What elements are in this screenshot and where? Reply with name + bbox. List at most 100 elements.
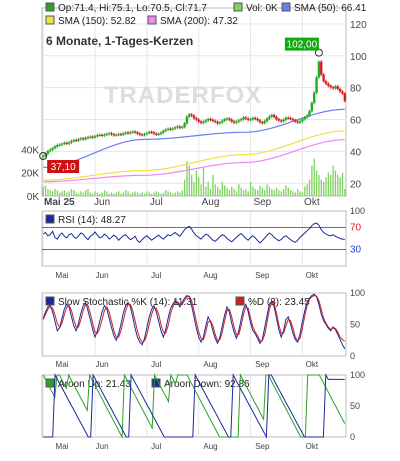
candle-body [303,117,306,120]
candle-body [272,115,276,117]
volume-bar [188,165,190,196]
volume-bar [61,191,63,196]
legend-label: SMA (200): 47.32 [160,16,238,27]
candle-body [84,138,87,140]
volume-bar [54,189,56,196]
volume-bar [278,190,280,196]
candle-body [254,117,257,119]
candle-body [235,121,238,123]
candle-body [216,121,219,124]
candle-body [320,61,323,75]
candle-body [341,91,344,94]
volume-bar [327,172,330,196]
volume-bar [169,192,172,196]
chart-title: 6 Monate, 1-Tages-Kerzen [46,34,193,48]
volume-bar [66,192,68,196]
volume-bar [96,192,99,196]
volume-bar [63,190,66,196]
candle-body [133,131,137,133]
volume-bar [115,192,117,196]
watermark: TRADERFOX [104,82,262,109]
candle-body [91,136,94,138]
volume-bar [160,193,162,196]
legend-swatch [147,15,157,25]
indicator-x-label: Mai [56,442,69,451]
volume-bar [120,193,122,196]
candle-body [249,119,252,121]
legend-swatch [233,2,243,12]
volume-bar [202,168,205,196]
candle-body [251,117,255,120]
x-axis-label: Aug [202,197,220,208]
indicator-legend-label: Aroon Down: 92.86 [164,379,250,390]
price-tick-label: 40 [350,147,362,158]
candle-body [261,122,264,124]
volume-bar [52,191,54,196]
indicator-legend-swatch [235,296,245,306]
candle-body [53,146,57,149]
volume-bar [200,184,202,196]
volume-bar [84,190,87,196]
candle-body [41,156,45,158]
candle-body [51,148,54,150]
volume-bar [198,177,200,196]
volume-bar [89,192,92,196]
volume-bar [49,190,51,196]
candle-body [343,93,347,101]
volume-bar [341,172,344,196]
indicator-x-label: Jun [96,271,109,280]
indicator-x-label: Okt [306,360,319,369]
volume-bar [290,190,292,196]
volume-bar [113,193,115,196]
candle-body [247,118,250,120]
candle-body [294,120,297,122]
volume-bar [301,192,304,196]
volume-bar [68,191,70,196]
candle-body [126,132,130,134]
volume-bar [287,187,289,196]
candle-body [65,142,68,144]
volume-bar [320,179,322,196]
volume-bar [158,192,160,196]
volume-bar [44,185,47,196]
volume-bar [75,192,77,196]
candle-body [338,88,342,92]
candle-body [197,119,200,122]
candle-body [291,119,295,121]
price-tick-label: 80 [350,84,362,95]
volume-bar [101,192,103,196]
candle-body [206,119,210,121]
x-axis-label: Jun [94,197,110,208]
volume-bar [245,189,247,196]
volume-bar [125,190,127,196]
candle-body [100,134,104,136]
volume-bar [261,187,264,196]
candle-body [218,122,222,124]
indicator-tick-label: 0 [350,432,355,442]
candle-body [211,119,215,121]
legend-label: SMA (150): 52.82 [58,16,136,27]
candle-body [157,133,160,135]
candle-body [336,86,339,89]
indicator-x-label: Sep [255,442,270,451]
candle-body [289,118,292,120]
legend-swatch [45,15,55,25]
volume-bar [219,189,221,196]
candle-body [277,119,281,121]
volume-bar [240,187,242,196]
price-tick-label: 20 [350,179,362,190]
volume-tick-label: 0K [27,192,40,203]
volume-bar [110,192,113,196]
volume-bar [292,191,294,196]
candle-body [204,120,207,122]
volume-bar [259,185,261,196]
volume-bar [77,193,80,196]
volume-bar [221,182,223,196]
volume-bar [80,191,82,196]
volume-bar [233,189,235,196]
volume-bar [254,189,256,196]
candle-body [308,111,311,116]
volume-bar [304,186,306,196]
